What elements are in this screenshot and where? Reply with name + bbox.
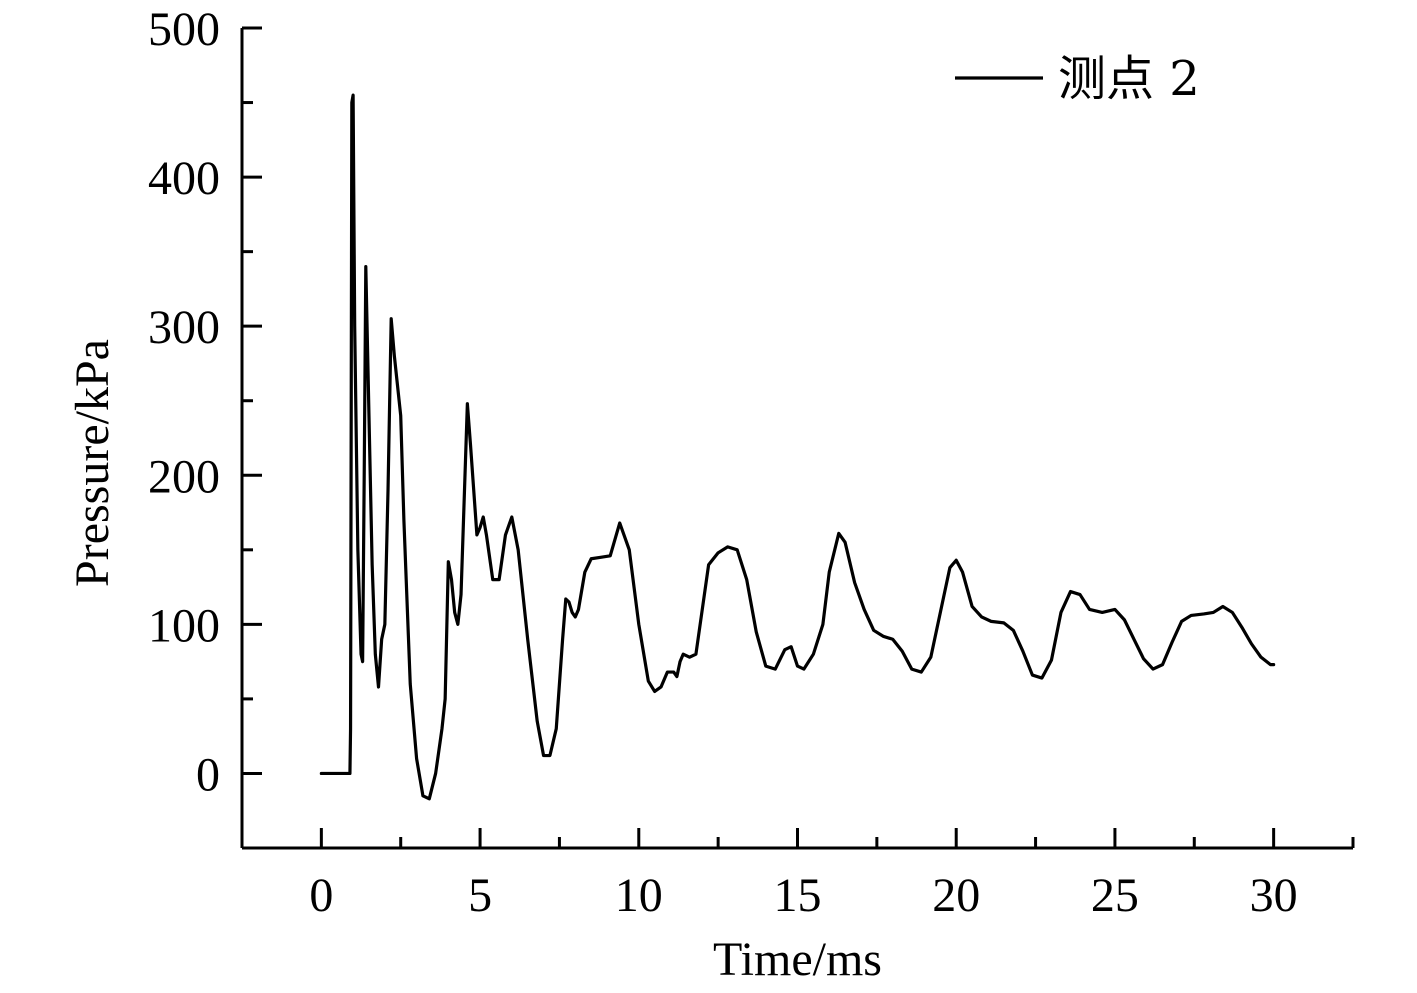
ticks (240, 26, 1355, 850)
x-tick-label: 20 (932, 869, 980, 922)
y-tick-label: 100 (148, 599, 220, 652)
x-tick-label: 0 (309, 869, 333, 922)
y-tick-label: 0 (196, 748, 220, 801)
y-tick-label: 300 (148, 301, 220, 354)
x-tick-label: 30 (1250, 869, 1298, 922)
series (319, 93, 1276, 801)
y-tick-label: 200 (148, 450, 220, 503)
x-tick-label: 10 (615, 869, 663, 922)
legend: 测点 2 (955, 51, 1200, 107)
series-line (319, 93, 1276, 801)
axes (240, 28, 1353, 850)
x-tick-label: 5 (468, 869, 492, 922)
y-axis-title: Pressure/kPa (66, 339, 119, 587)
x-axis-title: Time/ms (713, 933, 882, 986)
legend-label: 测点 2 (1058, 51, 1200, 107)
y-tick-label: 500 (148, 3, 220, 56)
y-tick-label: 400 (148, 152, 220, 205)
x-tick-label: 25 (1091, 869, 1139, 922)
x-tick-label: 15 (774, 869, 822, 922)
